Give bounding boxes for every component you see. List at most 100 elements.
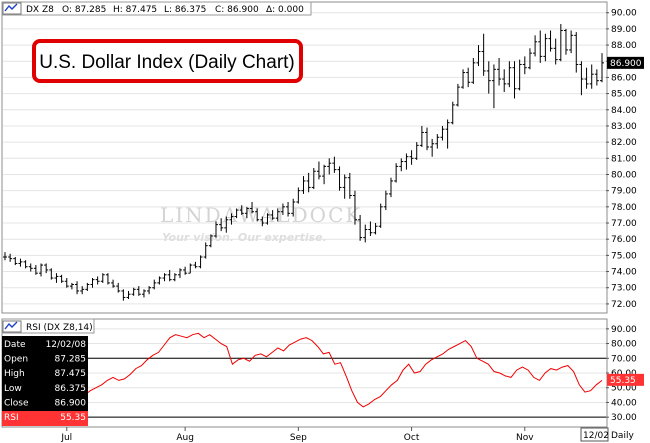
open-label: O: 87.285 bbox=[62, 5, 106, 15]
watermark-tagline: Your vision. Our expertise. bbox=[162, 231, 327, 244]
price-bar bbox=[352, 190, 357, 225]
price-bar bbox=[594, 69, 599, 86]
price-bar bbox=[275, 208, 280, 222]
price-bar bbox=[203, 242, 208, 259]
price-bar bbox=[394, 163, 399, 183]
x-tick-label: Nov bbox=[516, 433, 534, 443]
price-tick-label: 81.00 bbox=[611, 154, 637, 164]
chart-title: U.S. Dollar Index (Daily Chart) bbox=[32, 39, 303, 83]
price-tick-label: 88.00 bbox=[611, 41, 637, 51]
price-bar bbox=[445, 119, 450, 149]
title-text: U.S. Dollar Index (Daily Chart) bbox=[39, 52, 295, 73]
rsi-series bbox=[4, 332, 603, 408]
price-bar bbox=[296, 187, 301, 204]
price-bar bbox=[600, 53, 604, 83]
price-bar bbox=[131, 287, 136, 296]
last-price-box bbox=[607, 56, 644, 69]
rsi-info-box: Date 12/02/08 Open 87.285 High 87.475 Low 86.37… bbox=[2, 336, 88, 426]
rsi-chart-icon bbox=[4, 321, 18, 330]
x-tick-label: Aug bbox=[176, 433, 194, 443]
rsi-indicator-label: RSI (DX Z8,14) bbox=[26, 323, 93, 333]
price-bar bbox=[85, 282, 90, 291]
price-bar bbox=[363, 224, 368, 243]
price-bar bbox=[574, 32, 579, 73]
price-bar bbox=[589, 64, 594, 89]
info-value-low: 86.375 bbox=[55, 384, 87, 394]
price-bar bbox=[342, 174, 347, 199]
price-tick-label: 78.00 bbox=[611, 203, 637, 213]
last-rsi-label: 55.35 bbox=[610, 376, 636, 386]
price-tick-label: 77.00 bbox=[611, 219, 637, 229]
end-date-box bbox=[580, 427, 609, 442]
price-bar bbox=[286, 201, 291, 217]
close-label: C: 86.900 bbox=[215, 5, 259, 15]
price-tick-label: 72.00 bbox=[611, 300, 637, 310]
price-tick-label: 83.00 bbox=[611, 122, 637, 132]
price-bar bbox=[18, 258, 23, 267]
info-key-open: Open bbox=[4, 355, 28, 365]
price-bar bbox=[105, 273, 110, 285]
rsi-tick-label: 70.00 bbox=[611, 354, 637, 364]
price-bar bbox=[358, 214, 363, 241]
price-bar bbox=[538, 30, 543, 63]
price-bar bbox=[255, 208, 260, 222]
price-bar bbox=[291, 198, 296, 217]
price-header: DX Z8 O: 87.285 H: 87.475 L: 86.375 C: 8… bbox=[1, 1, 312, 16]
x-tick-label: Jul bbox=[60, 433, 72, 443]
price-bar bbox=[198, 255, 203, 269]
rsi-grid bbox=[3, 328, 606, 418]
price-bar bbox=[39, 263, 44, 277]
price-bar bbox=[430, 138, 435, 157]
price-bar bbox=[512, 61, 517, 99]
price-bar bbox=[219, 218, 224, 232]
change-label: Δ: 0.000 bbox=[266, 5, 304, 15]
price-bar bbox=[188, 263, 193, 274]
price-bar bbox=[193, 261, 198, 269]
rsi-tick-label: 80.00 bbox=[611, 340, 637, 350]
info-key-close: Close bbox=[4, 398, 29, 408]
price-bar bbox=[476, 45, 481, 67]
price-bar bbox=[517, 59, 522, 91]
info-key-high: High bbox=[4, 369, 25, 379]
price-bar bbox=[584, 67, 589, 89]
price-bar bbox=[260, 216, 265, 227]
price-tick-label: 82.00 bbox=[611, 138, 637, 148]
price-bar bbox=[435, 134, 440, 149]
price-bar bbox=[404, 153, 409, 170]
rsi-tick-label: 90.00 bbox=[611, 325, 637, 335]
last-price-label: 86.900 bbox=[610, 59, 642, 69]
price-bar bbox=[563, 28, 568, 55]
price-tick-label: 74.00 bbox=[611, 268, 637, 278]
x-tick-label: Oct bbox=[404, 433, 420, 443]
period-label: Daily bbox=[611, 431, 634, 441]
title-box bbox=[32, 39, 303, 83]
info-value-open: 87.285 bbox=[55, 355, 87, 365]
price-bar bbox=[527, 48, 532, 70]
price-bar bbox=[332, 156, 337, 173]
price-bar bbox=[316, 161, 321, 180]
price-bar bbox=[579, 61, 584, 96]
price-bar bbox=[306, 172, 311, 193]
price-tick-label: 86.00 bbox=[611, 73, 637, 83]
price-bar bbox=[337, 166, 342, 191]
price-bar bbox=[183, 266, 188, 275]
price-bar bbox=[497, 58, 502, 86]
price-bar bbox=[409, 150, 414, 165]
price-bar bbox=[8, 253, 13, 262]
price-tick-label: 79.00 bbox=[611, 187, 637, 197]
price-bar bbox=[450, 101, 455, 125]
price-bar bbox=[152, 279, 157, 290]
price-bar bbox=[553, 38, 558, 65]
price-bar bbox=[167, 269, 172, 282]
price-bar bbox=[388, 177, 393, 198]
price-bar bbox=[136, 286, 141, 296]
price-bar bbox=[378, 203, 383, 228]
price-bar bbox=[399, 158, 404, 172]
price-bar bbox=[558, 24, 563, 62]
price-bar bbox=[373, 223, 378, 235]
price-bar bbox=[23, 260, 28, 269]
last-rsi-marker: 55.35 bbox=[607, 373, 644, 386]
info-value-rsi: 55.35 bbox=[60, 413, 86, 423]
symbol-label: DX Z8 bbox=[26, 5, 54, 15]
